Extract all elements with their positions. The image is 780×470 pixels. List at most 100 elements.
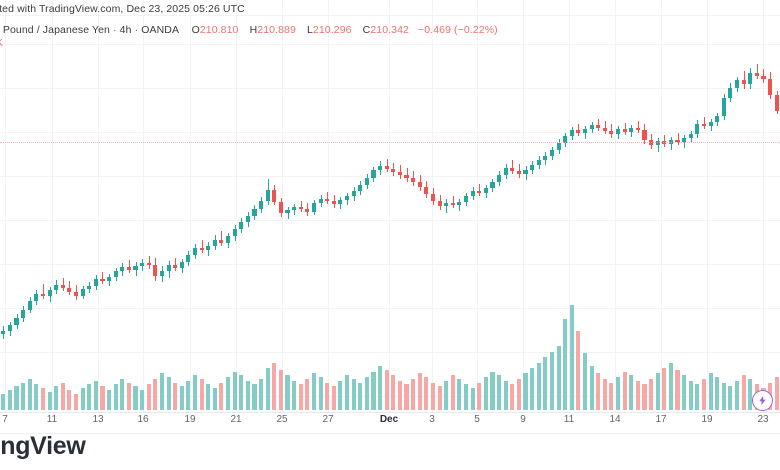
candle-wick bbox=[288, 207, 289, 220]
x-axis-tick-label: 5 bbox=[474, 414, 480, 425]
candle-body bbox=[688, 134, 693, 139]
volume-bar bbox=[159, 373, 164, 410]
volume-bar bbox=[582, 353, 588, 410]
candle-wick bbox=[605, 120, 606, 135]
x-axis-tick-label: 27 bbox=[322, 414, 334, 425]
volume-bar bbox=[14, 386, 19, 410]
candle-body bbox=[153, 264, 158, 276]
candle-body bbox=[67, 288, 72, 293]
volume-bar bbox=[596, 373, 601, 410]
volume-bar bbox=[463, 384, 469, 410]
candle-wick bbox=[175, 257, 176, 271]
volume-bar bbox=[682, 375, 687, 410]
candle-body bbox=[457, 202, 462, 206]
candle-body bbox=[682, 138, 687, 143]
volume-bar bbox=[629, 375, 634, 410]
volume-bar bbox=[80, 388, 85, 410]
volume-bar bbox=[364, 377, 369, 410]
volume-bar bbox=[351, 378, 356, 410]
volume-bar bbox=[371, 371, 376, 410]
volume-bar bbox=[642, 384, 647, 410]
volume-bar bbox=[100, 386, 105, 410]
candle-body bbox=[206, 245, 211, 250]
candle-wick bbox=[512, 160, 513, 174]
legend-interval[interactable]: 4h bbox=[119, 24, 132, 36]
candle-wick bbox=[678, 133, 679, 146]
x-axis-tick-label: 21 bbox=[230, 414, 242, 425]
volume-bar bbox=[305, 378, 310, 410]
candle-body bbox=[543, 156, 548, 161]
created-with-tradingview-text: Created with TradingView.com, Dec 23, 20… bbox=[0, 3, 245, 15]
volume-bar bbox=[186, 380, 191, 410]
volume-bar bbox=[311, 373, 317, 410]
candle-body bbox=[140, 262, 145, 266]
candle-body bbox=[655, 141, 660, 146]
volume-bar bbox=[252, 384, 257, 410]
volume-bar bbox=[662, 368, 667, 410]
candle-body bbox=[582, 129, 588, 134]
x-axis-tick-label: 16 bbox=[137, 414, 149, 425]
candle-body bbox=[556, 143, 561, 151]
x-axis-tick-label: 11 bbox=[563, 414, 575, 425]
volume-bar bbox=[450, 375, 455, 410]
candle-wick bbox=[704, 116, 705, 130]
volume-bar bbox=[384, 369, 389, 410]
volume-bar bbox=[523, 373, 528, 410]
x-axis-tick-label: 14 bbox=[609, 414, 621, 425]
candle-body bbox=[173, 264, 178, 268]
volume-bar bbox=[206, 384, 211, 410]
candle-body bbox=[497, 174, 502, 182]
volume-bar bbox=[774, 377, 779, 410]
candle-body bbox=[93, 279, 98, 287]
candle-body bbox=[311, 203, 317, 213]
candle-body bbox=[642, 130, 647, 141]
candle-body bbox=[404, 174, 409, 178]
legend-symbol-name: British Pound / Japanese Yen bbox=[0, 24, 110, 36]
candle-wick bbox=[479, 183, 480, 196]
volume-bar bbox=[40, 388, 45, 410]
candle-wick bbox=[129, 259, 130, 273]
candle-body bbox=[1, 330, 6, 335]
candle-body bbox=[133, 265, 138, 270]
volume-bar bbox=[21, 382, 26, 410]
axis-separator bbox=[0, 412, 780, 413]
volume-bar bbox=[47, 391, 52, 410]
volume-bar bbox=[226, 377, 231, 410]
volume-bar bbox=[734, 380, 740, 410]
ohlc-high-value: 210.889 bbox=[257, 24, 296, 36]
volume-bar bbox=[1, 393, 6, 410]
candle-body bbox=[609, 131, 614, 135]
candle-body bbox=[629, 128, 634, 133]
candle-body bbox=[463, 195, 469, 203]
candle-body bbox=[239, 222, 244, 230]
volume-bar bbox=[543, 357, 548, 410]
candle-body bbox=[325, 198, 330, 201]
volume-bar bbox=[563, 318, 568, 410]
chart-legend[interactable]: British Pound / Japanese Yen · 4h · OAND… bbox=[0, 24, 498, 36]
volume-bar bbox=[7, 389, 12, 410]
x-axis-tick-label: 13 bbox=[92, 414, 104, 425]
x-axis-tick-label: 25 bbox=[276, 414, 288, 425]
tradingview-watermark: TradingView bbox=[0, 432, 86, 460]
candle-body bbox=[80, 289, 85, 297]
volume-bar bbox=[378, 366, 383, 410]
volume-bar bbox=[424, 377, 429, 410]
volume-bar bbox=[60, 382, 65, 410]
volume-bar bbox=[411, 378, 416, 410]
volume-bar bbox=[126, 382, 131, 410]
volume-bar bbox=[344, 375, 350, 410]
candle-body bbox=[477, 190, 482, 193]
volume-bar bbox=[622, 371, 627, 410]
volume-bar bbox=[602, 378, 607, 410]
volume-bar bbox=[292, 380, 297, 410]
x-axis-tick-label: 19 bbox=[184, 414, 196, 425]
volume-bar bbox=[140, 389, 145, 410]
candle-body bbox=[589, 125, 594, 130]
lightning-bolt-icon[interactable] bbox=[752, 390, 773, 411]
volume-bar bbox=[688, 380, 693, 410]
candle-body bbox=[265, 189, 270, 201]
volume-bar bbox=[437, 386, 442, 410]
candle-body bbox=[622, 129, 627, 133]
candle-wick bbox=[221, 231, 222, 246]
